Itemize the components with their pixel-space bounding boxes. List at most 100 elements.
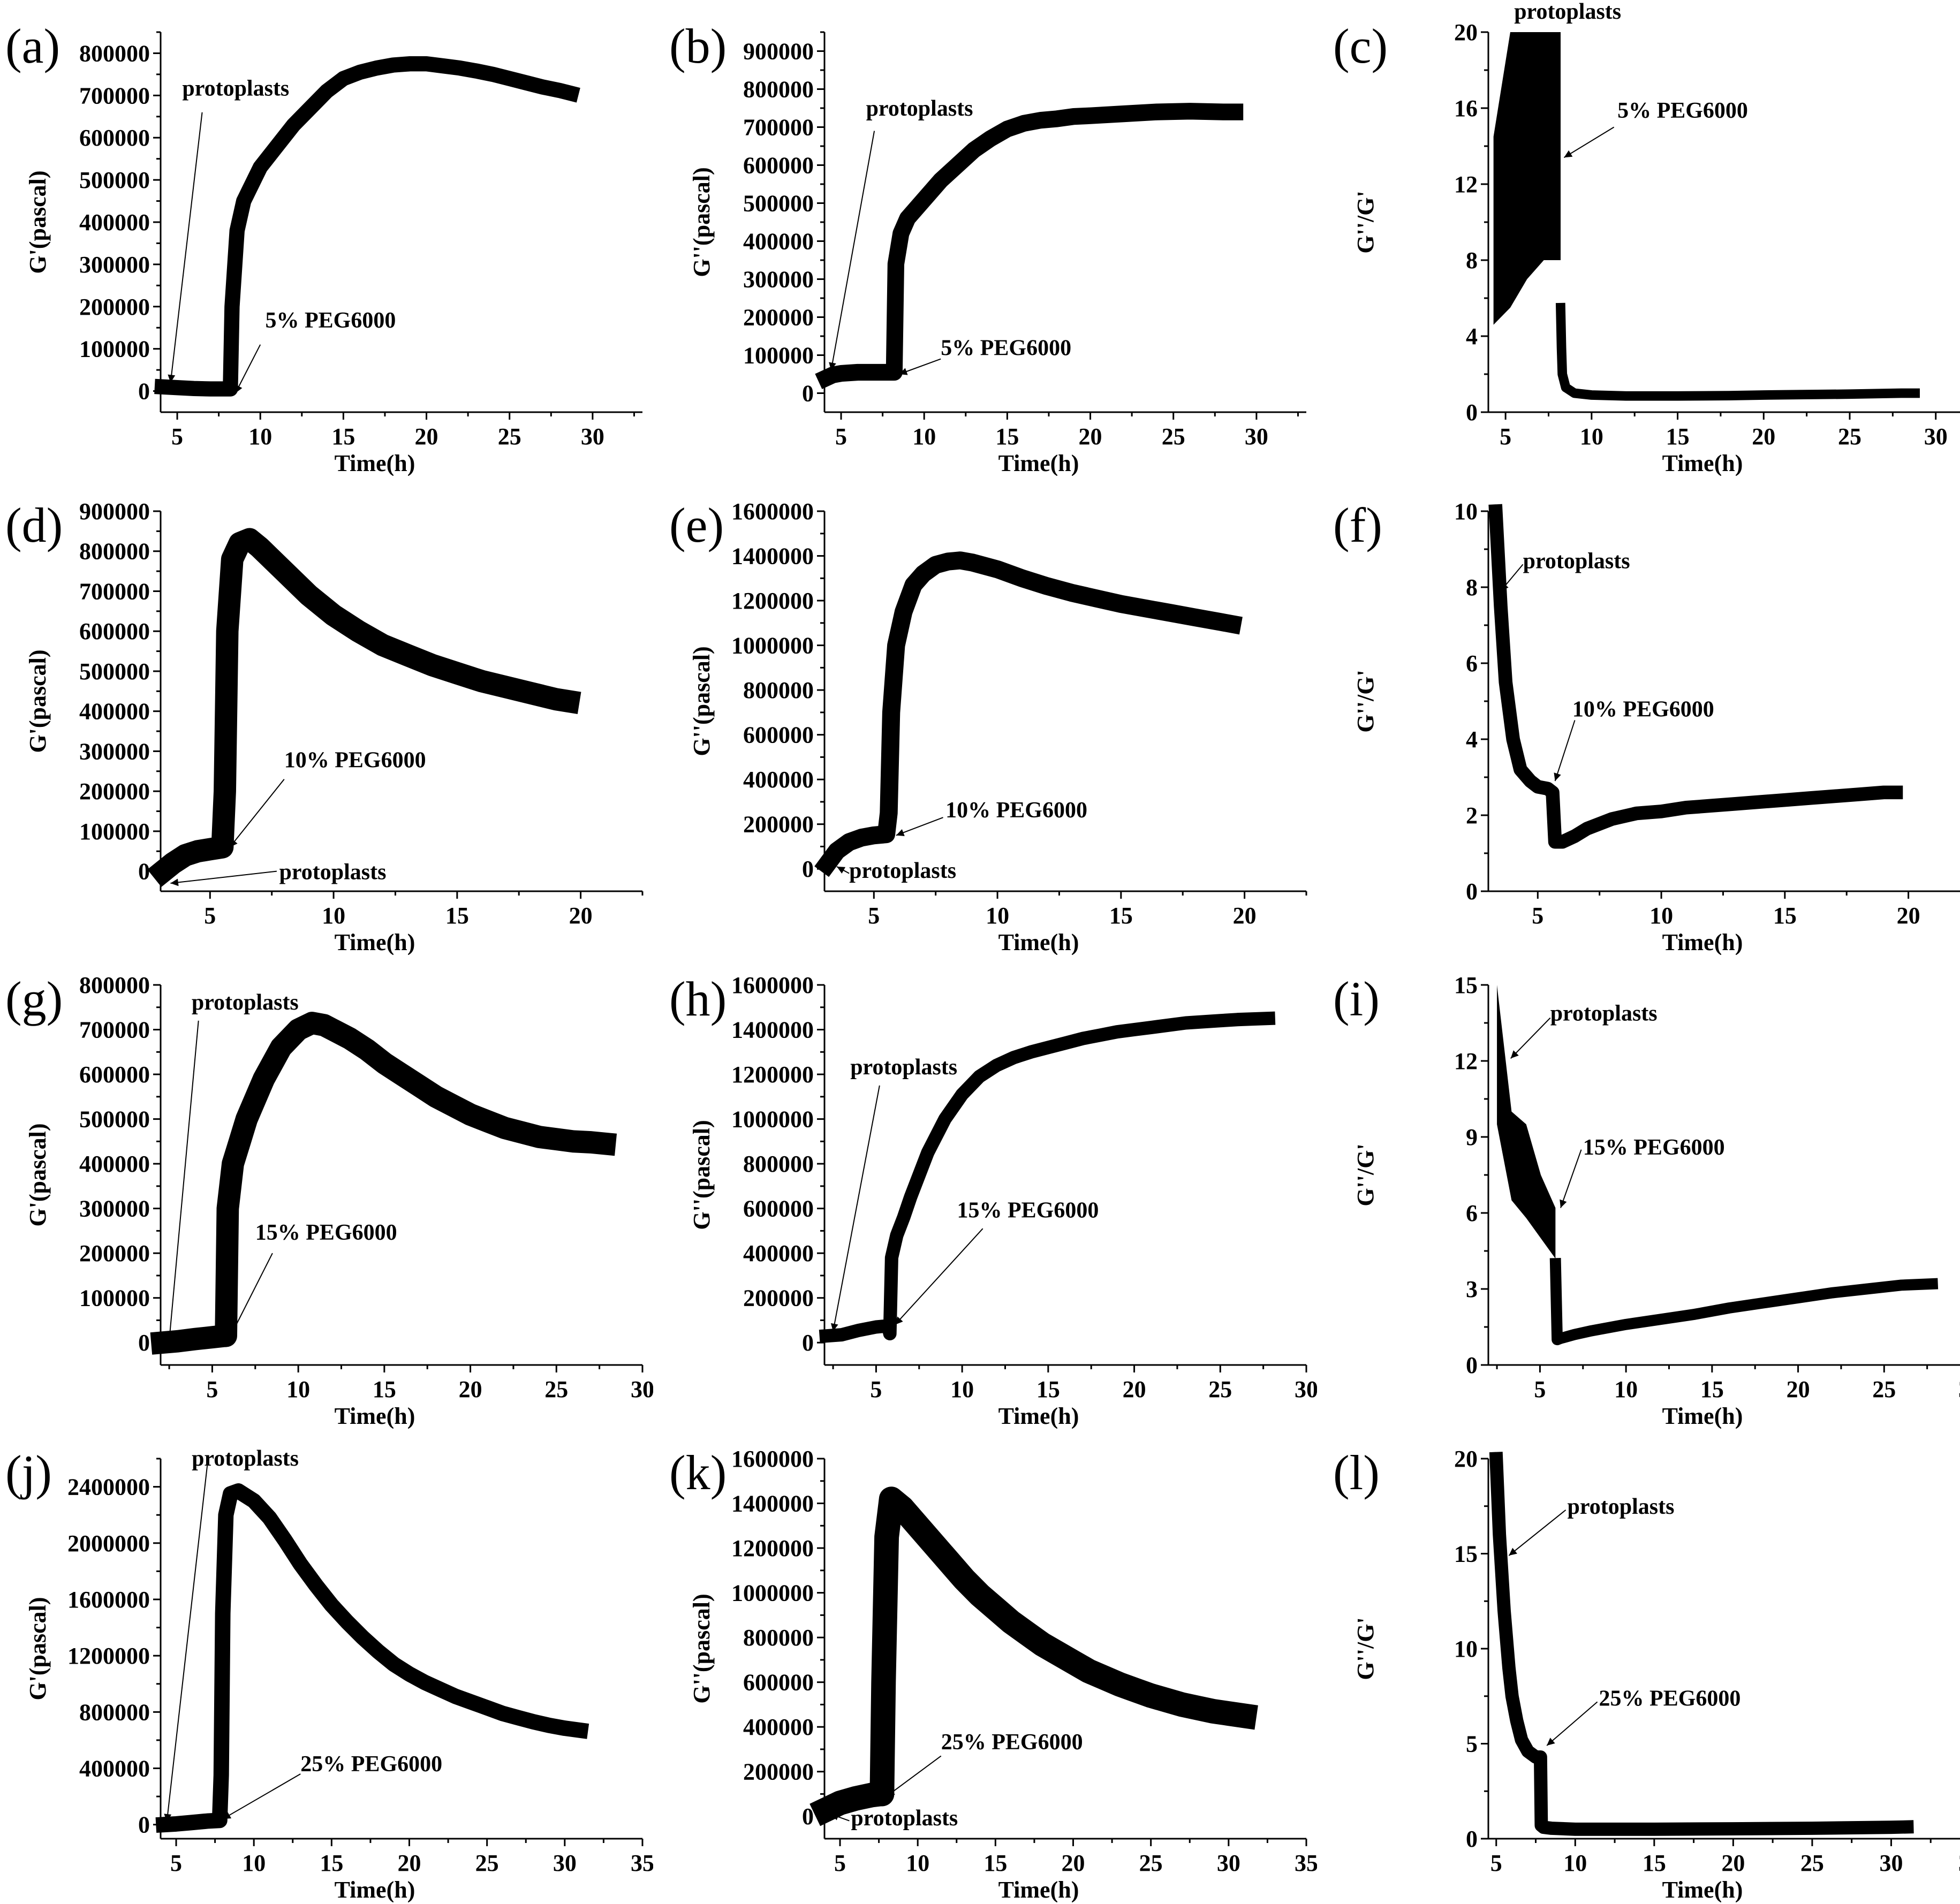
annotation-label: protoplasts [851,1806,958,1831]
arrowhead-icon [1554,772,1561,782]
arrowhead-icon [230,839,238,847]
chart-svg: 5 10 15 20 25 30 0 4 8 12 16 20 Time(h) G''/G' protopl… [1352,0,1960,476]
arrowhead-icon [837,867,846,874]
x-tick-label: 5 [835,423,847,450]
y-tick-label: 15 [1454,972,1478,998]
y-tick-label: 400000 [79,1151,150,1177]
y-tick-label: 900000 [743,39,814,65]
chart-panel-h: (h) 5 10 15 20 25 30 0 200000 400000 600000 800000 1… [664,953,1317,1429]
x-tick-label: 10 [1614,1376,1638,1402]
data-series [809,1486,1258,1826]
x-tick-label: 30 [1217,1850,1240,1876]
y-tick-label: 1600000 [731,1446,814,1472]
annotation-label: protoplasts [192,1446,299,1471]
x-tick-label: 5 [1500,423,1511,450]
x-axis-title: Time(h) [335,1877,415,1902]
y-tick-label: 1400000 [731,1491,814,1517]
annotation-label: protoplasts [279,860,387,885]
data-series [1549,1258,1939,1346]
arrowhead-icon [830,1813,839,1820]
y-tick-label: 400000 [743,229,814,255]
chart-svg: 5 10 15 20 25 30 35 0 400000 800000 1200000 1600000… [25,1446,653,1902]
annotation-arrow [222,1773,301,1820]
annotation-arrow [1563,126,1615,158]
y-tick-label: 8 [1466,247,1478,274]
y-tick-label: 2400000 [67,1474,150,1500]
data-series [819,1011,1276,1344]
arrowhead-icon [896,829,905,836]
y-tick-label: 700000 [79,1017,150,1043]
chart-panel-j: (j) 5 10 15 20 25 30 35 0 400000 800000 1200000 1600… [0,1427,653,1902]
x-tick-label: 20 [1787,1376,1810,1402]
y-tick-label: 700000 [743,115,814,141]
x-tick-label: 20 [1123,1376,1146,1402]
y-axis-title: G'(pascal) [25,1597,51,1700]
x-tick-label: 35 [1958,1850,1960,1876]
annotation-label: 5% PEG6000 [1617,98,1748,123]
annotation-label: 5% PEG6000 [941,336,1071,361]
y-axis-title: G''/G' [1352,1617,1379,1680]
x-tick-label: 10 [1580,423,1603,450]
arrowhead-icon [223,1811,232,1819]
x-axis-title: Time(h) [335,1403,415,1429]
x-tick-label: 10 [286,1376,310,1402]
y-tick-label: 1600000 [731,972,814,998]
x-tick-label: 25 [1838,423,1861,450]
chart-panel-f: (f) 5 10 15 20 0 2 4 6 8 10 Time(h) G''/G' protoplast… [1328,479,1960,955]
y-tick-label: 200000 [743,305,814,331]
y-tick-label: 0 [802,381,814,407]
x-tick-label: 20 [459,1376,482,1402]
y-tick-label: 9 [1466,1124,1478,1150]
x-tick-label: 35 [1295,1850,1317,1876]
x-tick-label: 15 [1109,902,1133,929]
annotation-label: 15% PEG6000 [957,1198,1099,1223]
y-tick-label: 0 [802,1803,814,1830]
y-tick-label: 0 [138,859,150,885]
annotation-arrow [229,1253,273,1339]
y-tick-label: 1200000 [731,1061,814,1088]
arrowhead-icon [229,1329,237,1338]
x-axis-title: Time(h) [1662,1403,1743,1429]
x-tick-label: 15 [1643,1850,1666,1876]
x-tick-label: 25 [475,1850,499,1876]
annotation-label: 10% PEG6000 [284,748,426,772]
x-tick-label: 15 [1773,902,1797,929]
y-tick-label: 700000 [79,578,150,604]
annotation-label: 25% PEG6000 [300,1752,442,1777]
y-tick-label: 1400000 [731,1017,814,1043]
x-tick-label: 10 [248,423,272,450]
x-axis-title: Time(h) [1662,929,1743,955]
y-tick-label: 500000 [743,191,814,217]
y-tick-label: 500000 [79,658,150,685]
noisy-data-region [1493,32,1561,325]
arrowhead-icon [887,1788,895,1796]
x-tick-label: 20 [398,1850,421,1876]
y-axis-title: G'(pascal) [25,649,51,753]
y-tick-label: 100000 [79,818,150,845]
y-tick-label: 0 [802,1330,814,1356]
x-tick-label: 25 [1872,1376,1896,1402]
annotation-label: protoplasts [866,96,973,121]
x-tick-label: 30 [1924,423,1948,450]
x-tick-label: 20 [1079,423,1102,450]
y-tick-label: 5 [1466,1731,1478,1757]
y-tick-label: 1000000 [731,1580,814,1606]
annotation-arrow [170,112,203,383]
y-tick-label: 1000000 [731,1106,814,1133]
x-tick-label: 5 [1490,1850,1502,1876]
y-tick-label: 100000 [79,1285,150,1311]
y-tick-label: 0 [138,1812,150,1838]
x-tick-label: 10 [950,1376,974,1402]
y-tick-label: 12 [1454,171,1478,198]
x-tick-label: 30 [1879,1850,1903,1876]
y-tick-label: 1400000 [731,543,814,570]
arrowhead-icon [1509,1548,1517,1556]
annotation-label: 5% PEG6000 [266,308,396,333]
annotation-arrow [1510,1017,1551,1059]
annotation-arrow [833,1085,880,1332]
y-tick-label: 1000000 [731,633,814,659]
panel-label: (d) [5,498,63,552]
arrowhead-icon [168,374,176,383]
arrowhead-icon [1560,1199,1567,1208]
chart-svg: 5 10 15 200246810Time(h)G''/G'protoplasts10… [1352,498,1960,955]
